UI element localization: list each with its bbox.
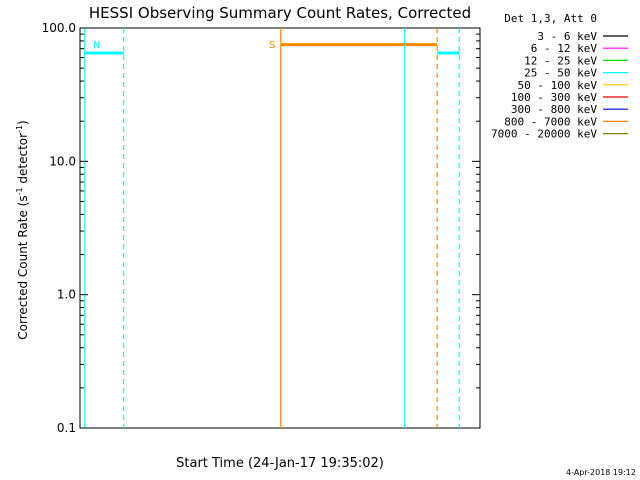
legend-label: 12 - 25 keV [524, 54, 597, 67]
y-axis-label-superscript: -1 [15, 187, 24, 195]
y-axis-label-main: Corrected Count Rate (s [16, 195, 30, 339]
legend-label: 800 - 7000 keV [504, 115, 597, 128]
y-axis-label: Corrected Count Rate (s-1 detector-1) [15, 120, 30, 339]
footer-timestamp: 4-Apr-2018 19:12 [566, 468, 636, 477]
legend-label: 50 - 100 keV [518, 79, 598, 92]
plot-frame [79, 27, 481, 429]
x-axis-label: Start Time (24-Jan-17 19:35:02) [176, 456, 384, 471]
y-tick-label: 100.0 [42, 21, 76, 35]
y-axis-label-superscript-2: -1 [15, 125, 24, 133]
legend-label: 100 - 300 keV [511, 91, 597, 104]
y-tick-label: 10.0 [49, 154, 76, 168]
legend-header: Det 1,3, Att 0 [504, 12, 597, 25]
y-tick-label: 0.1 [57, 421, 76, 435]
axes: 19:4520:0020:1520:3020:4521:0021:15100.0… [42, 21, 480, 435]
y-axis-label-close: ) [16, 120, 30, 125]
y-tick-label: 1.0 [57, 288, 76, 302]
y-axis-label-unit: detector [16, 133, 30, 188]
legend-label: 3 - 6 keV [537, 30, 597, 43]
legend-label: 6 - 12 keV [531, 42, 598, 55]
plot-area [79, 27, 481, 429]
marker-label: S [269, 40, 275, 51]
legend-label: 300 - 800 keV [511, 103, 597, 116]
marker-label: N [93, 40, 100, 51]
legend-label: 7000 - 20000 keV [491, 128, 597, 141]
chart-title: HESSI Observing Summary Count Rates, Cor… [89, 4, 471, 22]
legend-label: 25 - 50 keV [524, 67, 597, 80]
